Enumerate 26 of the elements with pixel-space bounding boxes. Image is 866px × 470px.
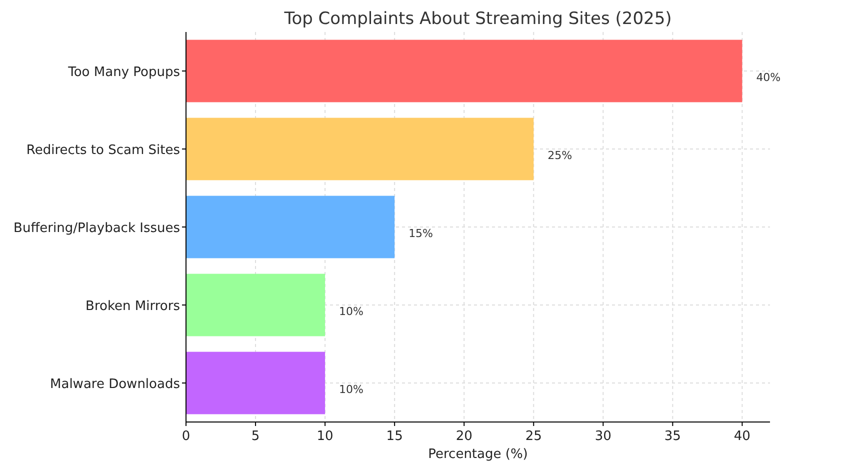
y-tick-label: Buffering/Playback Issues: [14, 221, 180, 236]
y-tick-label: Malware Downloads: [50, 377, 180, 392]
x-tick-label: 20: [456, 429, 472, 444]
x-tick-label: 0: [182, 429, 190, 444]
bar: [186, 196, 395, 258]
x-tick-label: 25: [525, 429, 542, 444]
x-tick-label: 5: [251, 429, 260, 444]
x-axis-title: Percentage (%): [428, 447, 528, 462]
y-tick-label: Broken Mirrors: [86, 299, 180, 314]
bar: [186, 274, 326, 336]
y-tick-label: Too Many Popups: [67, 65, 180, 80]
x-tick-label: 10: [316, 429, 334, 444]
x-tick-label: 35: [664, 429, 681, 444]
data-label: 10%: [339, 383, 364, 396]
x-tick-label: 40: [734, 429, 750, 444]
y-tick-label: Redirects to Scam Sites: [26, 143, 180, 158]
data-label: 25%: [548, 149, 572, 162]
data-label: 40%: [756, 71, 781, 84]
data-label: 15%: [408, 227, 434, 240]
bar: [186, 40, 742, 102]
bar: [186, 352, 326, 414]
data-label: 10%: [339, 305, 364, 318]
chart-title: Top Complaints About Streaming Sites (2025): [283, 9, 672, 29]
x-tick-label: 15: [386, 429, 403, 444]
x-tick-label: 30: [594, 429, 612, 444]
bar: [186, 118, 534, 180]
